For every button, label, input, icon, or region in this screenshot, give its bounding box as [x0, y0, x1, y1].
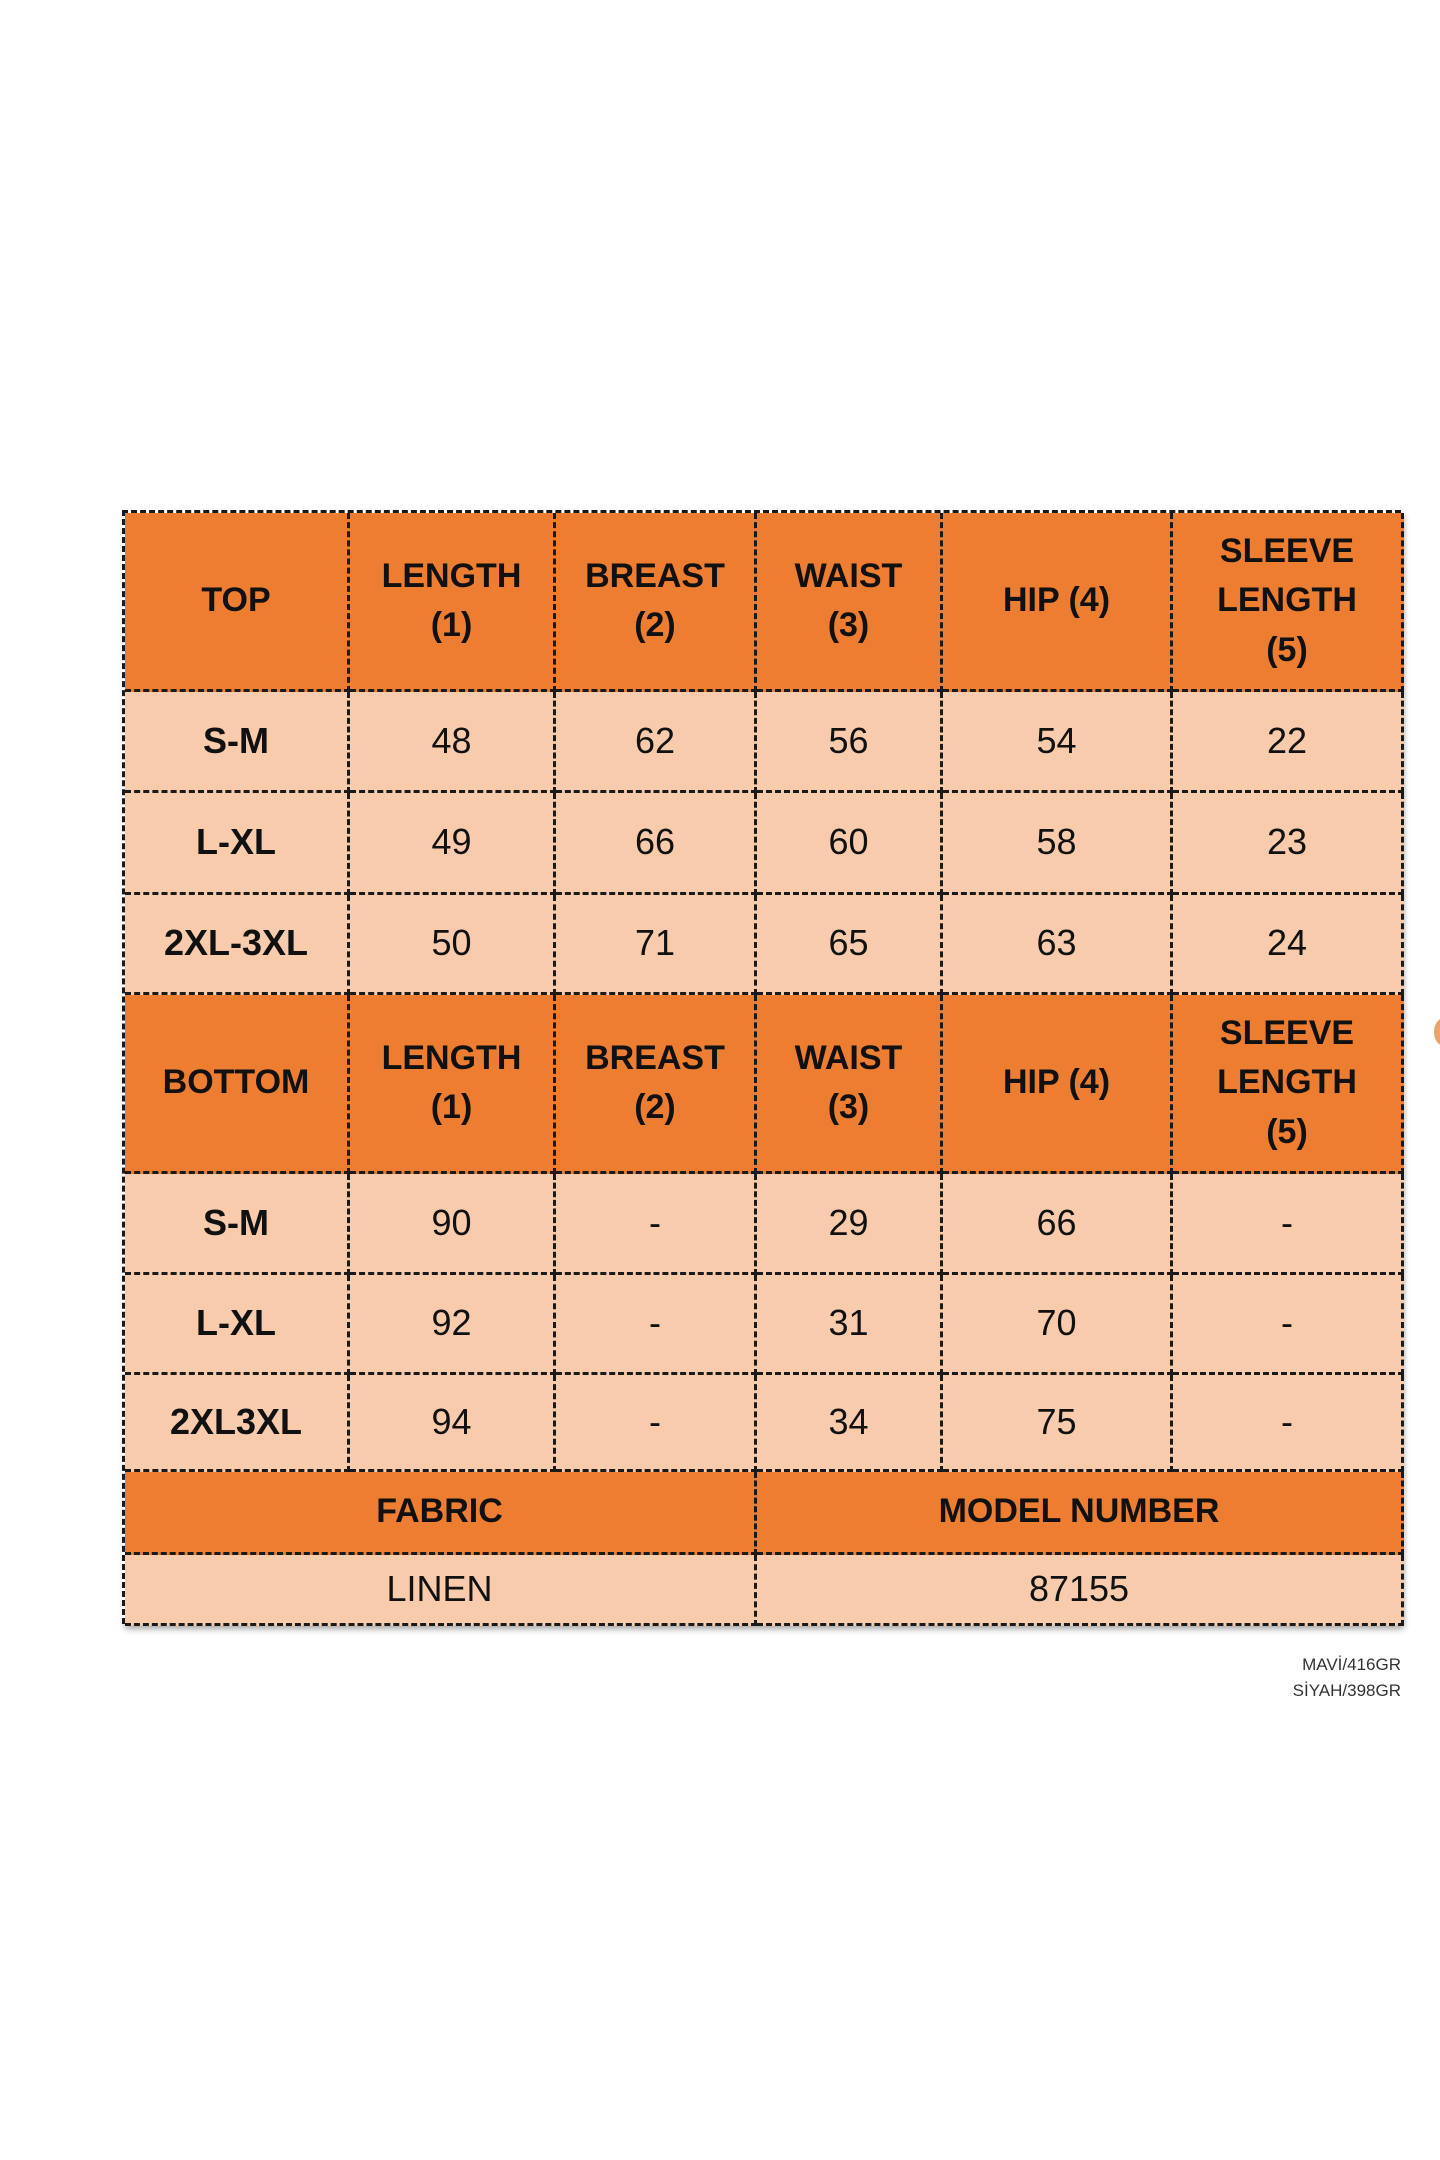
fabric-header: FABRIC	[125, 1472, 757, 1555]
bottom-value-cell: 90	[350, 1174, 556, 1275]
bottom-header-cell: LENGTH (1)	[350, 995, 556, 1174]
top-header-cell: TOP	[125, 513, 350, 692]
top-value-cell: 63	[943, 895, 1173, 995]
top-value-cell: 54	[943, 692, 1173, 793]
top-value-cell: 71	[556, 895, 757, 995]
top-size-label: 2XL-3XL	[125, 895, 350, 995]
weight-notes: MAVİ/416GR SİYAH/398GR	[1293, 1652, 1401, 1704]
top-size-label: S-M	[125, 692, 350, 793]
bottom-header-cell: WAIST (3)	[757, 995, 943, 1174]
bottom-value-cell: -	[556, 1174, 757, 1275]
bottom-value-cell: 92	[350, 1275, 556, 1375]
top-header-cell: WAIST (3)	[757, 513, 943, 692]
model-number-header: MODEL NUMBER	[757, 1472, 1404, 1555]
top-value-cell: 58	[943, 793, 1173, 895]
top-value-cell: 60	[757, 793, 943, 895]
bottom-header-cell: BOTTOM	[125, 995, 350, 1174]
top-header-cell: SLEEVE LENGTH (5)	[1173, 513, 1404, 692]
bottom-value-cell: -	[1173, 1275, 1404, 1375]
size-chart-table: TOP LENGTH (1) BREAST (2) WAIST (3) HIP (4) S…	[122, 510, 1404, 1626]
bottom-value-cell: 66	[943, 1174, 1173, 1275]
top-header-cell: BREAST (2)	[556, 513, 757, 692]
top-value-cell: 62	[556, 692, 757, 793]
bottom-value-cell: 75	[943, 1375, 1173, 1472]
bottom-header-cell: BREAST (2)	[556, 995, 757, 1174]
top-size-label: L-XL	[125, 793, 350, 895]
bottom-value-cell: -	[556, 1375, 757, 1472]
bottom-size-label: S-M	[125, 1174, 350, 1275]
note-black-weight: SİYAH/398GR	[1292, 1681, 1401, 1700]
note-blue-weight: MAVİ/416GR	[1302, 1655, 1401, 1674]
top-value-cell: 65	[757, 895, 943, 995]
top-value-cell: 56	[757, 692, 943, 793]
model-number-value: 87155	[757, 1555, 1404, 1626]
top-value-cell: 48	[350, 692, 556, 793]
top-value-cell: 49	[350, 793, 556, 895]
top-value-cell: 66	[556, 793, 757, 895]
top-value-cell: 24	[1173, 895, 1404, 995]
top-value-cell: 22	[1173, 692, 1404, 793]
bottom-header-cell: HIP (4)	[943, 995, 1173, 1174]
top-value-cell: 50	[350, 895, 556, 995]
bottom-value-cell: -	[1173, 1174, 1404, 1275]
decorative-dot	[1434, 1018, 1440, 1046]
top-value-cell: 23	[1173, 793, 1404, 895]
bottom-value-cell: 70	[943, 1275, 1173, 1375]
bottom-value-cell: -	[556, 1275, 757, 1375]
bottom-size-label: L-XL	[125, 1275, 350, 1375]
bottom-header-cell: SLEEVE LENGTH (5)	[1173, 995, 1404, 1174]
bottom-value-cell: -	[1173, 1375, 1404, 1472]
top-header-cell: LENGTH (1)	[350, 513, 556, 692]
bottom-size-label: 2XL3XL	[125, 1375, 350, 1472]
bottom-value-cell: 29	[757, 1174, 943, 1275]
top-header-cell: HIP (4)	[943, 513, 1173, 692]
bottom-value-cell: 31	[757, 1275, 943, 1375]
fabric-value: LINEN	[125, 1555, 757, 1626]
bottom-value-cell: 34	[757, 1375, 943, 1472]
bottom-value-cell: 94	[350, 1375, 556, 1472]
